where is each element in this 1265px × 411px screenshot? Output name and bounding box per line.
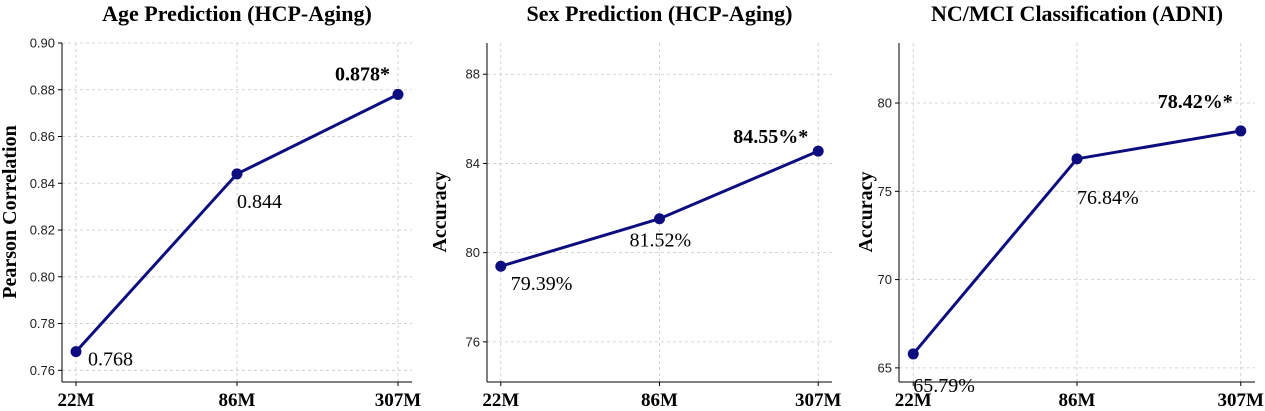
data-point (907, 348, 919, 360)
y-axis-label: Pearson Correlation (0, 125, 21, 299)
x-tick-label: 307M (375, 390, 422, 411)
y-tick-label: 76 (466, 334, 480, 349)
y-tick-label: 84 (466, 156, 480, 171)
x-tick-label: 22M (895, 390, 932, 411)
y-axis-label: Accuracy (429, 171, 451, 252)
data-point (495, 260, 507, 272)
x-tick-label: 22M (482, 390, 519, 411)
data-label: 0.844 (237, 191, 282, 213)
y-tick-label: 0.82 (30, 223, 55, 238)
x-tick-label: 86M (1059, 390, 1096, 411)
x-tick-label: 307M (795, 390, 842, 411)
y-tick-label: 0.78 (30, 316, 55, 331)
y-tick-label: 0.86 (30, 129, 55, 144)
chart-title: Sex Prediction (HCP-Aging) (526, 1, 792, 26)
x-tick-label: 22M (58, 390, 95, 411)
data-label: 81.52% (630, 230, 692, 252)
y-tick-label: 0.84 (30, 176, 55, 191)
x-tick-label: 307M (1218, 390, 1265, 411)
chart-title: NC/MCI Classification (ADNI) (931, 1, 1223, 26)
data-point (1235, 125, 1247, 137)
data-point (392, 88, 404, 100)
chart-panel-2: 76 80 84 88 22M 86M 307M Sex Prediction (HCP-Ag… (429, 1, 841, 411)
y-tick-label: 70 (878, 272, 892, 287)
data-point (812, 145, 824, 157)
data-label: 65.79% (913, 375, 975, 397)
y-tick-label: 0.88 (30, 82, 55, 97)
data-label: 0.768 (88, 349, 133, 371)
y-tick-label: 80 (466, 245, 480, 260)
data-point (654, 213, 665, 225)
y-tick-label: 80 (878, 96, 892, 111)
y-tick-label: 75 (878, 184, 892, 199)
y-tick-label: 0.80 (30, 269, 55, 284)
x-tick-label: 86M (219, 390, 256, 411)
chart-panel-1: 0.76 0.78 0.80 0.82 0.84 0.86 0.88 0.90 22M 86M 30… (0, 1, 421, 411)
data-label: 0.878* (335, 63, 390, 85)
data-point (231, 168, 243, 180)
y-tick-label: 88 (466, 67, 480, 82)
chart-panel-3: 65 70 75 80 22M 86M 307M NC/MCI Classification … (855, 1, 1264, 411)
data-label: 78.42%* (1158, 91, 1233, 113)
data-label: 79.39% (511, 273, 573, 295)
y-tick-label: 65 (878, 360, 892, 375)
data-point (70, 346, 82, 358)
chart-title: Age Prediction (HCP-Aging) (102, 1, 372, 26)
x-tick-label: 86M (641, 390, 678, 411)
y-tick-label: 0.76 (30, 363, 55, 378)
y-axis-label: Accuracy (855, 171, 877, 252)
y-tick-label: 0.90 (30, 36, 55, 51)
data-label: 84.55%* (733, 126, 808, 148)
data-point (1071, 153, 1083, 165)
data-label: 76.84% (1077, 187, 1139, 209)
